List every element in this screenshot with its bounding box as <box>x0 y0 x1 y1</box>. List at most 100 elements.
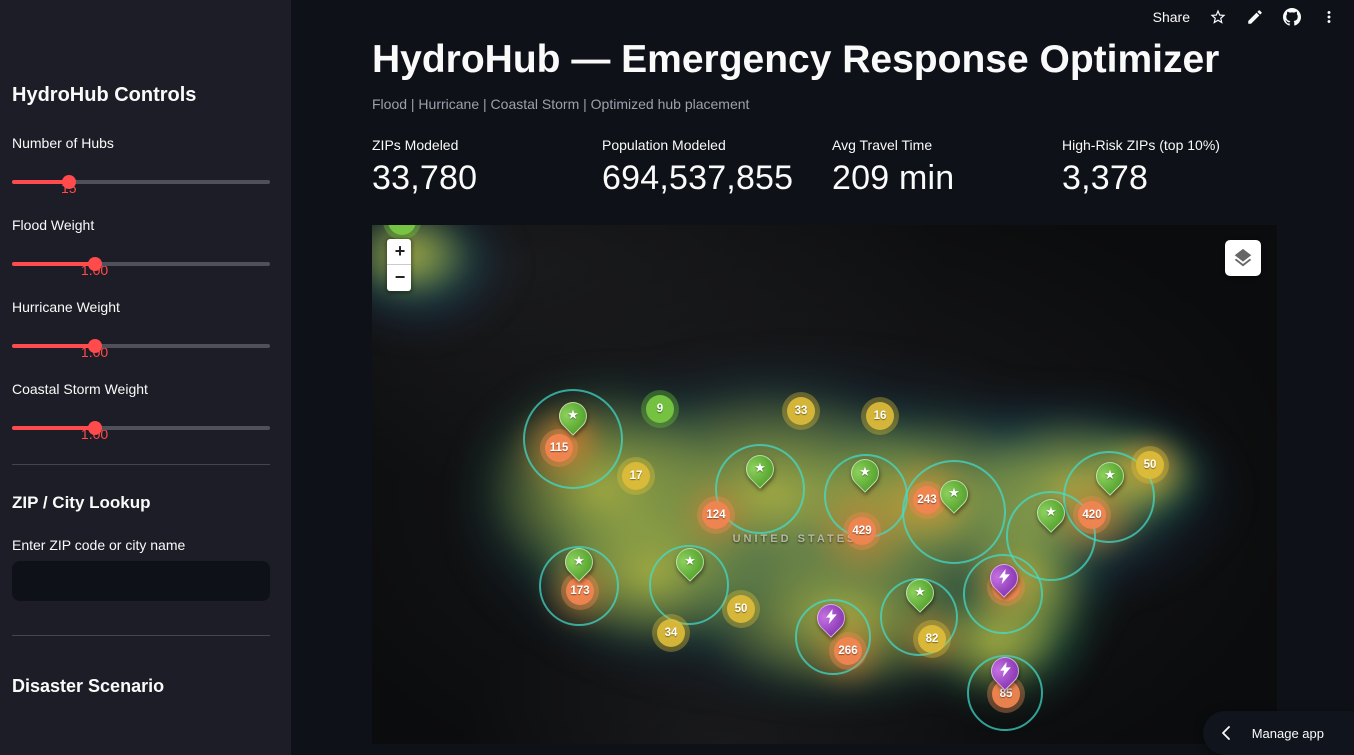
hub-pin[interactable]: ★ <box>900 573 940 613</box>
hurricane-weight-track[interactable] <box>12 339 270 353</box>
hub-pin[interactable]: ★ <box>1090 456 1130 496</box>
star-icon: ★ <box>573 553 585 569</box>
coastal-storm-weight-track[interactable] <box>12 421 270 435</box>
hub-pin[interactable]: ★ <box>559 542 599 582</box>
cluster-count: 266 <box>834 636 862 665</box>
metric-value: 3,378 <box>1062 158 1149 197</box>
metric-high-risk-zips: High-Risk ZIPs (top 10%) 3,378 <box>1062 137 1276 198</box>
cluster-count: 115 <box>545 433 573 462</box>
flood-weight-label: Flood Weight <box>12 217 95 233</box>
hurricane-weight-slider: Hurricane Weight 1.00 <box>12 299 270 360</box>
metric-value: 33,780 <box>372 158 478 197</box>
marker-cluster[interactable]: 16 <box>861 396 899 435</box>
hub-coverage-circle <box>523 388 623 489</box>
slider-fill <box>12 180 69 184</box>
map[interactable]: UNITED STATES 115 9 17 33 16 124 243 429 50 420 17… <box>372 224 1277 744</box>
hub-pin[interactable]: ★ <box>670 542 710 582</box>
metric-value: 694,537,855 <box>602 158 794 197</box>
overflow-menu-icon[interactable] <box>1320 8 1338 26</box>
share-button[interactable]: Share <box>1152 9 1190 25</box>
layers-control[interactable] <box>1225 239 1261 276</box>
manage-app-button[interactable]: Manage app <box>1202 711 1354 755</box>
hubs-slider-label: Number of Hubs <box>12 135 114 151</box>
hub-pin[interactable]: ★ <box>1031 493 1071 533</box>
cluster-count: 429 <box>848 516 876 545</box>
page-subtitle: Flood | Hurricane | Coastal Storm | Opti… <box>372 95 750 112</box>
hubs-slider-thumb[interactable] <box>61 175 76 189</box>
star-icon[interactable] <box>1209 8 1227 26</box>
flood-weight-slider: Flood Weight 1.00 <box>12 217 270 278</box>
hubs-slider-track[interactable] <box>12 175 270 189</box>
cluster-count: 9 <box>646 394 674 423</box>
bolt-pin[interactable] <box>984 558 1024 598</box>
star-icon: ★ <box>1104 467 1116 483</box>
metric-avg-travel-time: Avg Travel Time 209 min <box>832 137 1062 198</box>
cluster-count: 33 <box>787 396 815 425</box>
edit-pencil-icon[interactable] <box>1246 8 1264 26</box>
hub-coverage-circle <box>963 553 1043 634</box>
marker-cluster[interactable]: 429 <box>843 511 881 550</box>
bolt-pin[interactable] <box>811 598 851 638</box>
cluster-count: 50 <box>1136 450 1164 479</box>
marker-cluster[interactable]: 33 <box>782 391 820 430</box>
marker-cluster[interactable]: 420 <box>1073 495 1111 534</box>
metric-zips-modeled: ZIPs Modeled 33,780 <box>372 137 602 198</box>
hub-coverage-circle <box>715 443 805 534</box>
cluster-count: 173 <box>566 576 594 605</box>
lookup-input-label: Enter ZIP code or city name <box>12 537 186 553</box>
hub-coverage-circle <box>1006 490 1096 581</box>
lightning-icon <box>998 569 1010 585</box>
marker-cluster[interactable]: 124 <box>697 495 735 534</box>
marker-cluster[interactable]: 17 <box>617 456 655 495</box>
hub-pin[interactable]: ★ <box>553 396 593 436</box>
scenario-title: Disaster Scenario <box>12 676 165 696</box>
marker-cluster[interactable]: 85 <box>987 674 1025 713</box>
zoom-out-button[interactable]: − <box>387 264 411 291</box>
coastal-storm-weight-label: Coastal Storm Weight <box>12 381 148 397</box>
marker-cluster[interactable]: 50 <box>722 589 760 628</box>
marker-cluster[interactable]: 82 <box>913 619 951 658</box>
marker-cluster[interactable]: 173 <box>561 571 599 610</box>
cluster-count: 34 <box>657 618 685 647</box>
star-icon: ★ <box>914 584 926 600</box>
github-icon[interactable] <box>1283 8 1301 26</box>
cluster-count: 17 <box>622 461 650 490</box>
flood-weight-track[interactable] <box>12 257 270 271</box>
cluster-count: 82 <box>918 624 946 653</box>
flood-weight-thumb[interactable] <box>87 257 102 271</box>
marker-cluster[interactable]: 9 <box>641 389 679 428</box>
app-toolbar: Share <box>1153 8 1338 26</box>
hub-pin[interactable]: ★ <box>934 474 974 514</box>
country-label: UNITED STATES <box>732 532 858 545</box>
metric-label: Population Modeled <box>602 136 726 153</box>
page-title: HydroHub — Emergency Response Optimizer <box>372 38 1220 81</box>
cluster-count <box>388 224 416 235</box>
metric-label: Avg Travel Time <box>832 136 933 153</box>
zip-city-input[interactable] <box>12 561 270 601</box>
coastal-storm-weight-slider: Coastal Storm Weight 1.00 <box>12 381 270 442</box>
coastal-storm-weight-thumb[interactable] <box>87 421 102 435</box>
zoom-in-button[interactable]: + <box>387 238 411 265</box>
sidebar-divider <box>12 635 270 636</box>
cluster-count: 420 <box>1078 500 1106 529</box>
manage-app-label: Manage app <box>1251 725 1324 741</box>
marker-cluster[interactable]: 50 <box>1131 445 1169 484</box>
slider-fill <box>12 426 95 430</box>
hub-pin[interactable]: ★ <box>845 453 885 493</box>
marker-cluster[interactable]: 266 <box>829 631 867 670</box>
bolt-pin[interactable] <box>985 651 1025 691</box>
cluster-count: 16 <box>866 401 894 430</box>
metric-label: High-Risk ZIPs (top 10%) <box>1062 136 1220 153</box>
hub-pin[interactable]: ★ <box>740 449 780 489</box>
marker-cluster[interactable]: 243 <box>908 480 946 519</box>
marker-cluster[interactable]: 34 <box>652 613 690 652</box>
chevron-left-icon <box>1221 726 1230 740</box>
lightning-icon <box>999 662 1011 678</box>
hurricane-weight-thumb[interactable] <box>87 339 102 353</box>
zoom-control: + − <box>386 237 412 292</box>
marker-cluster[interactable] <box>383 224 421 240</box>
map-marker-layer: 115 9 17 33 16 124 243 429 50 420 173 50 34 266 82 85 ★ ★… <box>372 224 1277 744</box>
star-icon: ★ <box>859 464 871 480</box>
star-icon: ★ <box>754 460 766 476</box>
